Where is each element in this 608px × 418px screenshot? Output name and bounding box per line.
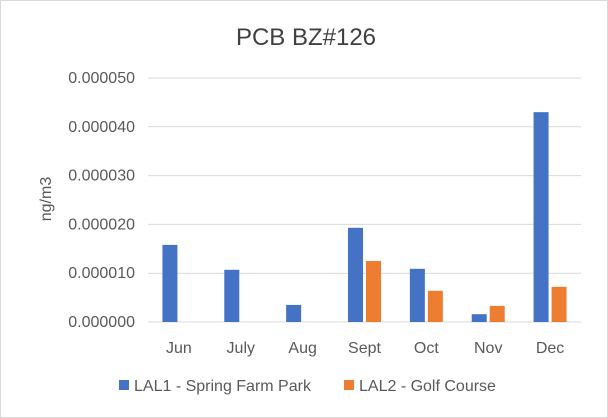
y-tick-label: 0.000030 (68, 168, 135, 185)
y-tick-label: 0.000000 (68, 314, 135, 331)
x-tick-label: Dec (536, 340, 564, 357)
x-axis-ticks: Jun July Aug Sept Oct Nov Dec (166, 340, 564, 357)
y-tick-label: 0.000050 (68, 70, 135, 87)
x-tick-label: Oct (414, 340, 439, 357)
y-tick-label: 0.000010 (68, 265, 135, 282)
x-tick-label: Aug (288, 340, 316, 357)
legend: LAL1 - Spring Farm Park LAL2 - Golf Cour… (119, 378, 496, 395)
bar-s2-oct (427, 290, 443, 322)
gridlines (148, 77, 581, 323)
bar-s1-oct (409, 268, 425, 322)
y-axis-label: ng/m3 (38, 177, 55, 222)
y-tick-label: 0.000020 (68, 216, 135, 233)
bar-s2-sept (366, 261, 381, 322)
y-tick-label: 0.000040 (68, 119, 135, 136)
bar-s2-nov (489, 305, 505, 322)
legend-swatch-lal1 (119, 380, 129, 390)
bar-s1-nov (471, 314, 487, 322)
x-tick-label: Nov (474, 340, 502, 357)
y-axis-ticks: 0.000000 0.000010 0.000020 0.000030 0.000040… (68, 70, 135, 331)
legend-label-lal2: LAL2 - Golf Course (359, 378, 496, 395)
bar-s1-sept (348, 227, 363, 322)
x-tick-label: Jun (166, 340, 192, 357)
chart-title: PCB BZ#126 (236, 24, 376, 51)
bar-s1-jun (162, 244, 178, 322)
bar-s2-dec (551, 286, 567, 322)
bar-s1-dec (533, 112, 549, 322)
bars (162, 112, 567, 322)
legend-swatch-lal2 (344, 380, 354, 390)
x-tick-label: Sept (348, 340, 381, 357)
bar-s1-july (224, 269, 240, 322)
legend-label-lal1: LAL1 - Spring Farm Park (134, 378, 312, 395)
bar-s1-aug (286, 304, 302, 322)
x-tick-label: July (227, 340, 255, 357)
